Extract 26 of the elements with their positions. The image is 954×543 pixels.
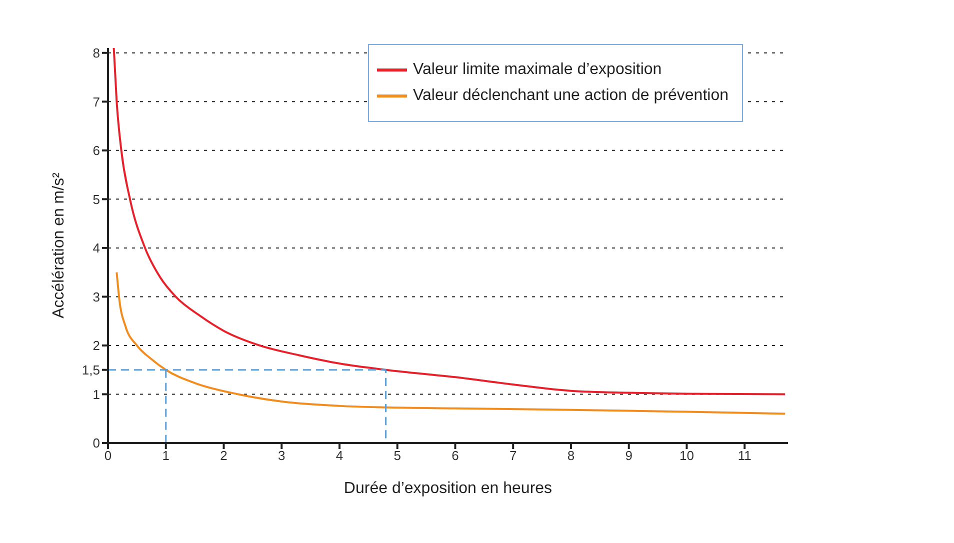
legend-label: Valeur déclenchant une action de prévention (413, 87, 728, 105)
x-tick-label: 7 (509, 448, 517, 464)
y-axis-title: Accélération en m/s² (50, 172, 68, 318)
x-tick-label: 4 (336, 448, 344, 464)
x-tick-label: 3 (278, 448, 286, 464)
x-tick-label: 0 (104, 448, 112, 464)
legend-label: Valeur limite maximale d’exposition (413, 61, 662, 79)
y-tick-label: 6 (92, 143, 100, 158)
x-axis-title: Durée d’exposition en heures (344, 480, 552, 497)
y-tick-label: 8 (92, 45, 100, 60)
y-tick-label: 5 (92, 192, 100, 207)
y-tick-label: 1 (92, 386, 100, 402)
x-tick-label: 2 (220, 448, 228, 464)
y-tick-label: 1,5 (82, 362, 100, 378)
x-tick-label: 6 (452, 448, 459, 464)
x-tick-label: 9 (625, 448, 632, 464)
x-tick-label: 10 (679, 448, 694, 464)
x-tick-label: 11 (738, 448, 752, 464)
y-tick-label: 7 (92, 94, 100, 110)
y-tick-label: 2 (92, 338, 100, 354)
x-tick-label: 8 (567, 448, 575, 464)
y-tick-label: 4 (92, 240, 100, 256)
y-tick-label: 0 (92, 436, 100, 451)
x-tick-label: 1 (162, 448, 170, 464)
x-tick-label: 5 (394, 448, 401, 464)
y-tick-label: 3 (92, 289, 100, 304)
